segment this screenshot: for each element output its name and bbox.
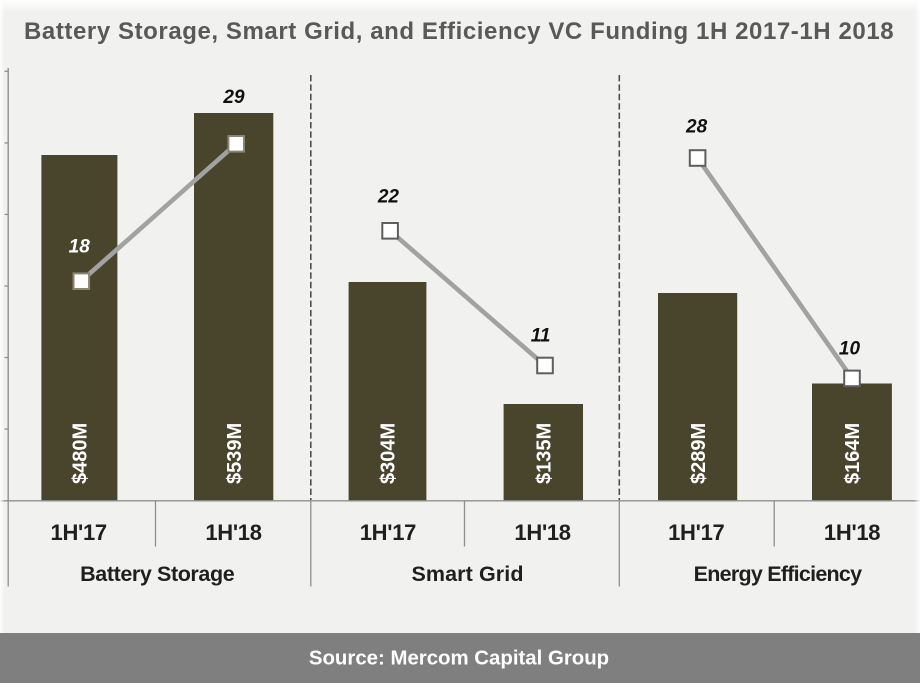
svg-text:Energy Efficiency: Energy Efficiency xyxy=(694,562,862,586)
svg-text:1H'17: 1H'17 xyxy=(360,520,416,545)
svg-text:$304M: $304M xyxy=(378,423,400,484)
svg-text:$135M: $135M xyxy=(534,423,556,484)
svg-text:$480M: $480M xyxy=(70,423,92,484)
svg-text:10: 10 xyxy=(839,338,861,359)
svg-text:28: 28 xyxy=(685,116,708,137)
svg-text:1H'18: 1H'18 xyxy=(514,520,570,545)
svg-text:1H'18: 1H'18 xyxy=(824,520,880,545)
svg-text:$289M: $289M xyxy=(688,423,710,484)
svg-text:Battery Storage: Battery Storage xyxy=(80,562,235,586)
svg-text:18: 18 xyxy=(69,236,91,257)
svg-text:Smart Grid: Smart Grid xyxy=(411,562,523,586)
svg-text:$539M: $539M xyxy=(224,423,246,484)
svg-text:1H'18: 1H'18 xyxy=(205,520,261,545)
svg-text:11: 11 xyxy=(531,325,551,346)
svg-text:1H'17: 1H'17 xyxy=(668,520,724,545)
svg-text:1H'17: 1H'17 xyxy=(51,520,107,545)
svg-text:$164M: $164M xyxy=(842,423,864,484)
svg-text:29: 29 xyxy=(222,87,245,108)
svg-text:22: 22 xyxy=(377,187,400,208)
svg-text:Source: Mercom Capital Group: Source: Mercom Capital Group xyxy=(309,648,609,670)
svg-text:Battery Storage, Smart Grid, a: Battery Storage, Smart Grid, and Efficie… xyxy=(24,18,894,45)
